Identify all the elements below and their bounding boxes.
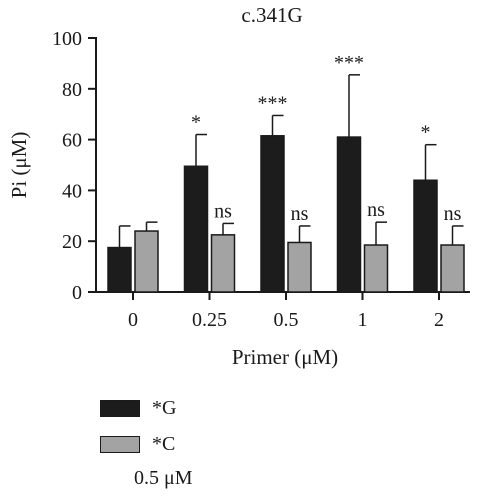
bar-g	[336, 136, 362, 293]
x-tick-label: 1	[358, 309, 368, 331]
x-tick-label: 0	[128, 309, 138, 331]
bar-c	[440, 244, 465, 293]
x-tick-label: 0.5	[274, 309, 299, 331]
chart-title: c.341G	[241, 3, 302, 27]
significance-label: ns	[444, 203, 462, 225]
legend-swatch-c	[100, 436, 140, 453]
significance-label: ***	[334, 52, 364, 74]
legend-label-c: *C	[152, 433, 176, 455]
bar-c	[287, 241, 312, 293]
bar-c	[210, 234, 236, 293]
y-tick-label: 0	[72, 282, 82, 304]
significance-label: *	[421, 122, 431, 144]
y-tick-label: 60	[62, 130, 82, 152]
bar-c	[363, 244, 389, 293]
significance-label: ns	[291, 203, 309, 225]
bar-c	[134, 230, 159, 293]
x-tick-label: 2	[434, 309, 444, 331]
significance-label: *	[191, 112, 201, 134]
legend-label-g: *G	[152, 397, 177, 419]
y-tick-label: 100	[52, 28, 82, 50]
plot-area: 0 20 40 60 80 100 0 * ns 0.25 *** ns 0.5 *** ns 1 * ns 2	[52, 28, 470, 331]
bar-g	[260, 135, 285, 293]
bar-g	[183, 165, 209, 293]
significance-label: ***	[258, 92, 288, 114]
y-axis-label: Pi (μM)	[7, 132, 31, 199]
y-tick-label: 40	[62, 180, 82, 202]
bar-g	[413, 179, 438, 293]
bar-g	[107, 246, 132, 293]
chart: c.341G 0 20 40 60 80 100 0 * ns 0.25 *** ns 0.5 *** ns…	[7, 3, 470, 369]
concentration-note: 0.5 μM	[134, 467, 193, 489]
significance-label: ns	[214, 200, 232, 222]
x-tick-label: 0.25	[192, 309, 227, 331]
x-axis-label: Primer (μM)	[232, 345, 338, 369]
y-tick-label: 20	[62, 231, 82, 253]
significance-label: ns	[367, 199, 385, 221]
legend-swatch-g	[100, 400, 140, 417]
y-tick-label: 80	[62, 79, 82, 101]
